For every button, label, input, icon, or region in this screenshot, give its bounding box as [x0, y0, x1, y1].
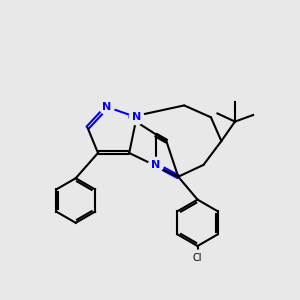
- Circle shape: [129, 110, 144, 125]
- Circle shape: [148, 158, 164, 172]
- Circle shape: [189, 250, 206, 267]
- Text: Cl: Cl: [193, 254, 202, 263]
- Text: N: N: [102, 102, 112, 112]
- Circle shape: [100, 100, 114, 114]
- Text: N: N: [132, 112, 141, 122]
- Text: N: N: [151, 160, 160, 170]
